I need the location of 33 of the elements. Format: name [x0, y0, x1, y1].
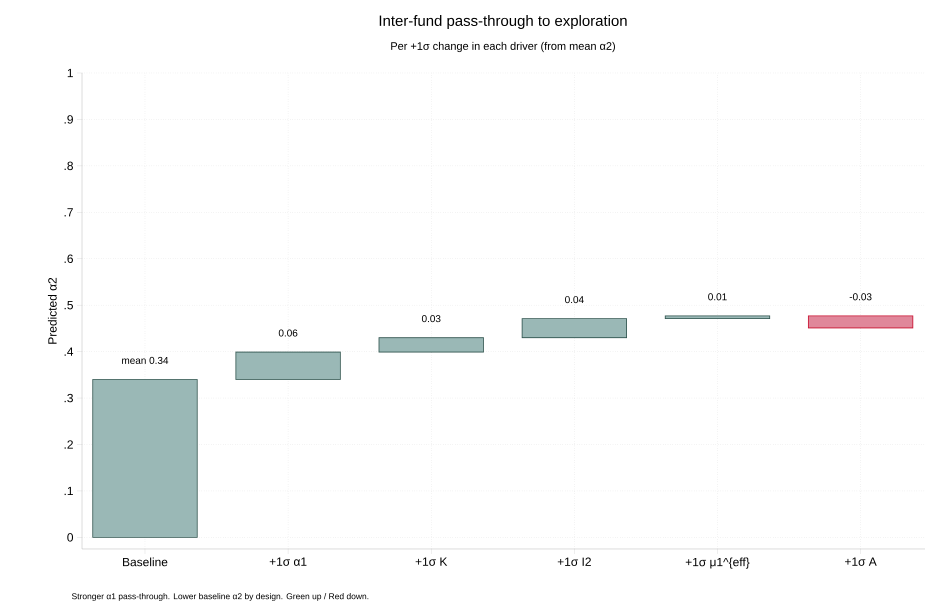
y-tick-label: .1 [64, 486, 73, 496]
bar [522, 318, 627, 338]
y-axis-title: Predicted α2 [48, 278, 57, 344]
x-tick-label: +1σ A [845, 558, 877, 566]
x-tick-label: Baseline [123, 558, 168, 566]
data-label: 0.03 [422, 315, 440, 322]
x-tick-label: +1σ μ1^{eff} [686, 558, 750, 569]
text: Stronger α1 pass-through. Lower baseline α2 by design. Green up / Red down. [72, 593, 368, 601]
bar [92, 379, 198, 538]
y-tick-label: .7 [64, 208, 73, 216]
chart-subtitle: Per +1σ change in each driver (from mean α2) [391, 42, 615, 52]
chart-title: Inter-fund pass-through to exploration [380, 15, 627, 29]
data-label: 0.01 [708, 293, 727, 300]
data-label: -0.03 [850, 293, 872, 300]
y-tick-label: .5 [64, 301, 73, 310]
data-label: 0.06 [278, 330, 298, 337]
x-tick-label: +1σ α1 [270, 558, 306, 566]
bar [664, 315, 770, 320]
y-tick-label: .8 [64, 162, 73, 170]
bar [378, 337, 484, 352]
bar [808, 315, 914, 328]
data-label: mean 0.34 [122, 356, 168, 364]
y-tick-label: .9 [64, 115, 73, 124]
bar [235, 352, 341, 380]
y-tick-label: .2 [64, 440, 73, 449]
x-tick-label: +1σ K [416, 558, 448, 566]
y-tick-label: .4 [64, 348, 74, 356]
y-tick-label: 0 [67, 533, 74, 542]
y-tick-label: .6 [64, 254, 73, 263]
y-tick-label: 1 [68, 68, 73, 78]
x-tick-label: +1σ I2 [558, 558, 591, 566]
y-tick-label: .3 [64, 394, 73, 402]
data-label: 0.04 [565, 296, 584, 304]
